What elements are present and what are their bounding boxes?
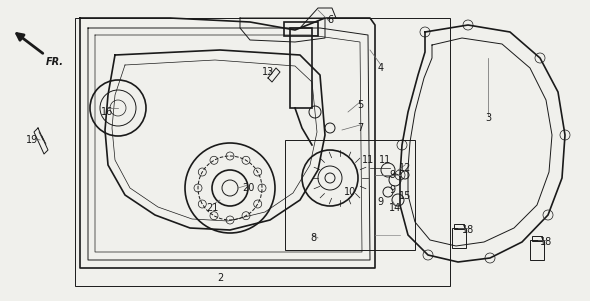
Text: 7: 7	[357, 123, 363, 133]
Text: 19: 19	[26, 135, 38, 145]
Text: 5: 5	[357, 100, 363, 110]
Text: 8: 8	[310, 233, 316, 243]
Text: 6: 6	[327, 15, 333, 25]
Bar	[290, 28, 312, 108]
Bar	[454, 224, 464, 229]
Bar	[530, 240, 544, 260]
Text: 2: 2	[217, 273, 223, 283]
Text: 4: 4	[378, 63, 384, 73]
Text: 9: 9	[389, 170, 395, 180]
Text: 15: 15	[399, 191, 411, 201]
Text: 16: 16	[101, 107, 113, 117]
Bar	[532, 236, 542, 241]
Text: 18: 18	[462, 225, 474, 235]
Text: 18: 18	[540, 237, 552, 247]
Text: FR.: FR.	[46, 57, 64, 67]
Text: 3: 3	[485, 113, 491, 123]
Bar	[285, 140, 415, 250]
Bar	[284, 22, 318, 36]
Bar	[75, 18, 450, 286]
Text: 11: 11	[362, 155, 374, 165]
Text: 21: 21	[206, 203, 218, 213]
Text: 9: 9	[377, 197, 383, 207]
Text: 13: 13	[262, 67, 274, 77]
Text: 11: 11	[379, 155, 391, 165]
Text: 9: 9	[389, 185, 395, 195]
Bar	[452, 228, 466, 248]
Text: 20: 20	[242, 183, 254, 193]
Text: 10: 10	[344, 187, 356, 197]
Text: 12: 12	[399, 163, 411, 173]
Text: 14: 14	[389, 203, 401, 213]
